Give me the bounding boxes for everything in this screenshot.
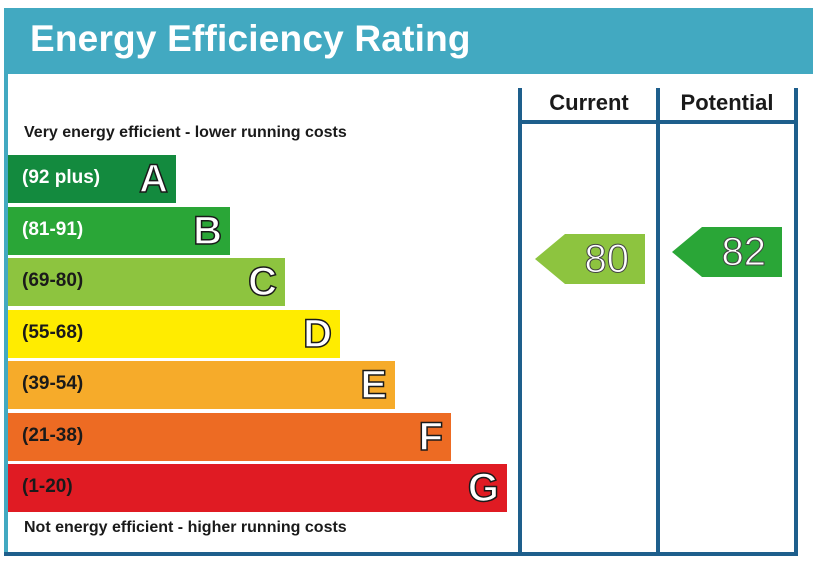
current-column-right-line	[656, 88, 660, 552]
band-range-label: (1-20)	[22, 476, 73, 497]
band-range-label: (92 plus)	[22, 167, 101, 188]
band-c: (69-80) C	[8, 258, 285, 306]
caption-very-efficient: Very energy efficient - lower running co…	[24, 124, 347, 141]
band-letter: C	[247, 259, 277, 305]
band-letter: B	[192, 208, 222, 254]
band-b: (81-91) B	[8, 207, 230, 255]
current-column-label: Current	[549, 90, 629, 115]
current-column-left-line	[518, 88, 522, 552]
potential-column-label: Potential	[680, 90, 774, 115]
header: Energy Efficiency Rating	[4, 8, 813, 74]
potential-rating-value: 82	[721, 230, 766, 275]
band-g: (1-20) G	[8, 464, 507, 512]
frame-bottom-border	[4, 552, 798, 556]
frame-left-border	[4, 74, 8, 552]
band-range-label: (81-91)	[22, 219, 84, 240]
current-arrow-shape	[535, 234, 645, 284]
potential-rating-arrow: 82	[672, 227, 782, 277]
column-header-divider	[518, 120, 798, 124]
band-range-label: (39-54)	[22, 373, 84, 394]
potential-column-right-line	[794, 88, 798, 552]
band-letter: F	[418, 414, 444, 460]
band-d: (55-68) D	[8, 310, 340, 358]
band-f: (21-38) F	[8, 413, 451, 461]
caption-not-efficient: Not energy efficient - higher running co…	[24, 519, 347, 536]
current-rating-value: 80	[584, 237, 629, 282]
band-range-label: (55-68)	[22, 322, 84, 343]
band-letter: G	[467, 465, 500, 511]
band-e: (39-54) E	[8, 361, 395, 409]
page-title: Energy Efficiency Rating	[30, 18, 471, 59]
band-a: (92 plus) A	[8, 155, 176, 203]
band-range-label: (21-38)	[22, 425, 84, 446]
band-letter: A	[138, 156, 168, 202]
potential-arrow-shape	[672, 227, 782, 277]
band-range-label: (69-80)	[22, 270, 84, 291]
band-letter: E	[360, 362, 388, 408]
current-rating-arrow: 80	[535, 234, 645, 284]
band-letter: D	[302, 311, 332, 357]
